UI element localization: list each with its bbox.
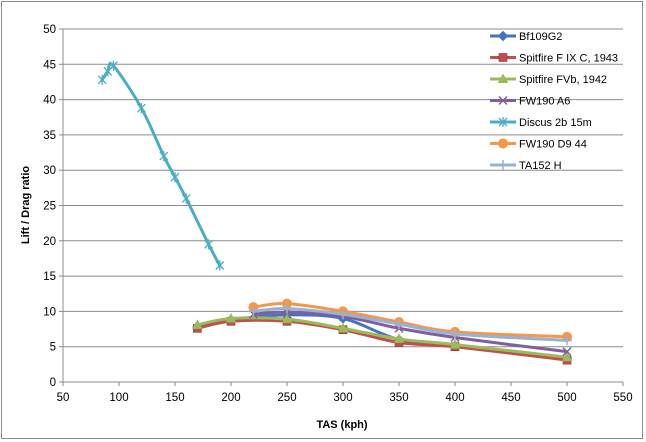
series-ta152-h (248, 303, 572, 346)
x-tick-label-350: 350 (389, 392, 408, 404)
y-axis-title: Lift / Drag ratio (20, 166, 32, 245)
legend-label-fw190-d9-44: FW190 D9 44 (519, 139, 587, 151)
data-point-ta152-h-5 (562, 335, 572, 346)
x-tick-label-250: 250 (277, 392, 296, 404)
x-tick-label-50: 50 (57, 392, 70, 404)
legend-label-ta152-h: TA152 H (519, 160, 562, 172)
data-point-fw190-a6-5 (562, 347, 572, 357)
x-tick-label-550: 550 (613, 392, 632, 404)
data-point-ta152-h-1 (282, 303, 292, 314)
data-point-discus-2b-15m-8 (215, 260, 225, 271)
data-point-ta152-h-3 (394, 319, 404, 330)
y-tick-label-35: 35 (43, 130, 56, 142)
axes: 0 5 10 15 20 25 30 35 40 45 50 50 100 150 200 250 300 350… (43, 24, 632, 404)
x-tick-label-150: 150 (165, 392, 184, 404)
data-point-discus-2b-15m-3 (136, 103, 146, 114)
data-point-ta152-h-2 (338, 309, 348, 320)
x-tick-label-300: 300 (333, 392, 352, 404)
x-tick-label-100: 100 (109, 392, 128, 404)
x-tick-label-400: 400 (445, 392, 464, 404)
legend-label-discus-2b-15m: Discus 2b 15m (519, 117, 592, 129)
data-point-spitfire-fvb-1942-0 (192, 319, 203, 329)
data-point-spitfire-fvb-1942-4 (393, 333, 405, 343)
data-point-discus-2b-15m-2 (108, 60, 118, 71)
data-point-spitfire-fvb-1942-2 (281, 313, 293, 324)
legend-entry-fw190-d9-44: FW190 D9 44 (490, 138, 587, 151)
y-tick-label-40: 40 (43, 95, 56, 107)
series-line-spitfire-f-ix-c-1943 (195, 318, 569, 362)
y-tick-label-45: 45 (43, 59, 56, 71)
data-point-ta152-h-4 (450, 328, 460, 339)
legend-marker-fw190-d9-44 (498, 138, 508, 149)
legend-marker-ta152-h (498, 160, 508, 170)
legend-entry-fw190-a6: FW190 A6 (490, 96, 570, 108)
legend-marker-spitfire-f-ix-c-1943 (498, 53, 508, 62)
data-point-spitfire-fvb-1942-1 (225, 312, 237, 323)
legend-entry-spitfire-f-ix-c-1943: Spitfire F IX C, 1943 (490, 53, 618, 65)
legend-entry-spitfire-fvb-1942: Spitfire FVb, 1942 (490, 73, 607, 86)
y-tick-label-25: 25 (43, 201, 56, 213)
legend: Bf109G2 Spitfire F IX C, 1943 Spitfire FVb… (490, 30, 618, 172)
legend-entry-bf109g2: Bf109G2 (490, 30, 562, 43)
x-tick-label-200: 200 (221, 392, 240, 404)
data-point-discus-2b-15m-4 (159, 151, 169, 162)
data-point-spitfire-fvb-1942-5 (449, 339, 461, 349)
data-point-discus-2b-15m-5 (170, 172, 180, 183)
series (97, 60, 573, 365)
legend-label-spitfire-fvb-1942: Spitfire FVb, 1942 (519, 74, 607, 86)
x-tick-label-500: 500 (557, 392, 576, 404)
y-tick-label-5: 5 (50, 342, 56, 354)
y-tick-label-20: 20 (43, 236, 56, 248)
legend-marker-spitfire-fvb-1942 (497, 73, 509, 83)
series-discus-2b-15m (97, 60, 225, 271)
data-point-discus-2b-15m-6 (181, 193, 191, 204)
data-point-spitfire-fvb-1942-6 (561, 351, 573, 362)
y-tick-label-30: 30 (43, 165, 56, 177)
series-line-fw190-a6 (251, 310, 569, 354)
y-tick-label-10: 10 (43, 306, 56, 318)
y-tick-label-0: 0 (50, 377, 56, 389)
legend-marker-fw190-a6 (498, 95, 508, 106)
data-point-discus-2b-15m-7 (204, 239, 214, 250)
legend-marker-bf109g2 (497, 30, 509, 42)
data-point-spitfire-fvb-1942-3 (337, 322, 349, 333)
y-tick-label-50: 50 (43, 24, 56, 36)
legend-label-bf109g2: Bf109G2 (519, 31, 562, 43)
series-line-discus-2b-15m (100, 62, 222, 268)
y-tick-label-15: 15 (43, 271, 56, 283)
legend-label-spitfire-f-ix-c-1943: Spitfire F IX C, 1943 (519, 53, 618, 65)
legend-entry-discus-2b-15m: Discus 2b 15m (490, 117, 592, 129)
legend-marker-discus-2b-15m (498, 117, 508, 127)
x-tick-label-450: 450 (501, 392, 520, 404)
data-point-ta152-h-0 (248, 306, 259, 317)
x-axis-title: TAS (kph) (316, 419, 367, 431)
series-spitfire-fvb-1942 (192, 312, 573, 362)
data-point-discus-2b-15m-0 (97, 74, 107, 85)
legend-entry-ta152-h: TA152 H (490, 160, 562, 172)
legend-label-fw190-a6: FW190 A6 (519, 96, 570, 108)
